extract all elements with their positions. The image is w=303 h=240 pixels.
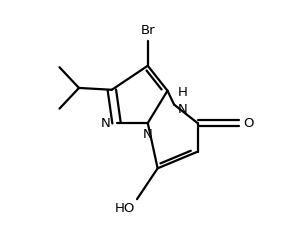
Text: N: N [178, 103, 188, 116]
Text: N: N [143, 128, 153, 141]
Text: N: N [101, 117, 111, 130]
Text: O: O [243, 117, 254, 130]
Text: Br: Br [141, 24, 155, 36]
Text: HO: HO [115, 202, 135, 215]
Text: H: H [178, 86, 188, 99]
